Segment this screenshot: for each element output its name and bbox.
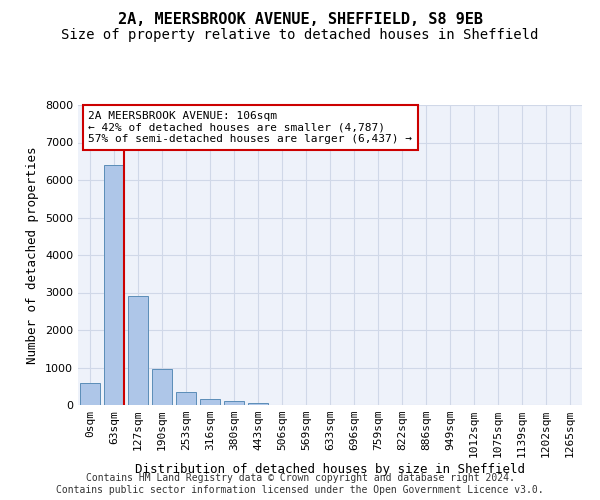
Bar xyxy=(176,392,196,405)
Bar xyxy=(248,403,268,405)
X-axis label: Distribution of detached houses by size in Sheffield: Distribution of detached houses by size … xyxy=(135,462,525,475)
Bar xyxy=(224,402,244,405)
Bar xyxy=(200,399,220,405)
Y-axis label: Number of detached properties: Number of detached properties xyxy=(26,146,40,364)
Bar xyxy=(128,296,148,405)
Bar xyxy=(104,165,124,405)
Bar xyxy=(80,383,100,405)
Text: 2A, MEERSBROOK AVENUE, SHEFFIELD, S8 9EB: 2A, MEERSBROOK AVENUE, SHEFFIELD, S8 9EB xyxy=(118,12,482,28)
Text: 2A MEERSBROOK AVENUE: 106sqm
← 42% of detached houses are smaller (4,787)
57% of: 2A MEERSBROOK AVENUE: 106sqm ← 42% of de… xyxy=(88,111,412,144)
Text: Contains HM Land Registry data © Crown copyright and database right 2024.
Contai: Contains HM Land Registry data © Crown c… xyxy=(56,474,544,495)
Bar xyxy=(152,368,172,405)
Text: Size of property relative to detached houses in Sheffield: Size of property relative to detached ho… xyxy=(61,28,539,42)
